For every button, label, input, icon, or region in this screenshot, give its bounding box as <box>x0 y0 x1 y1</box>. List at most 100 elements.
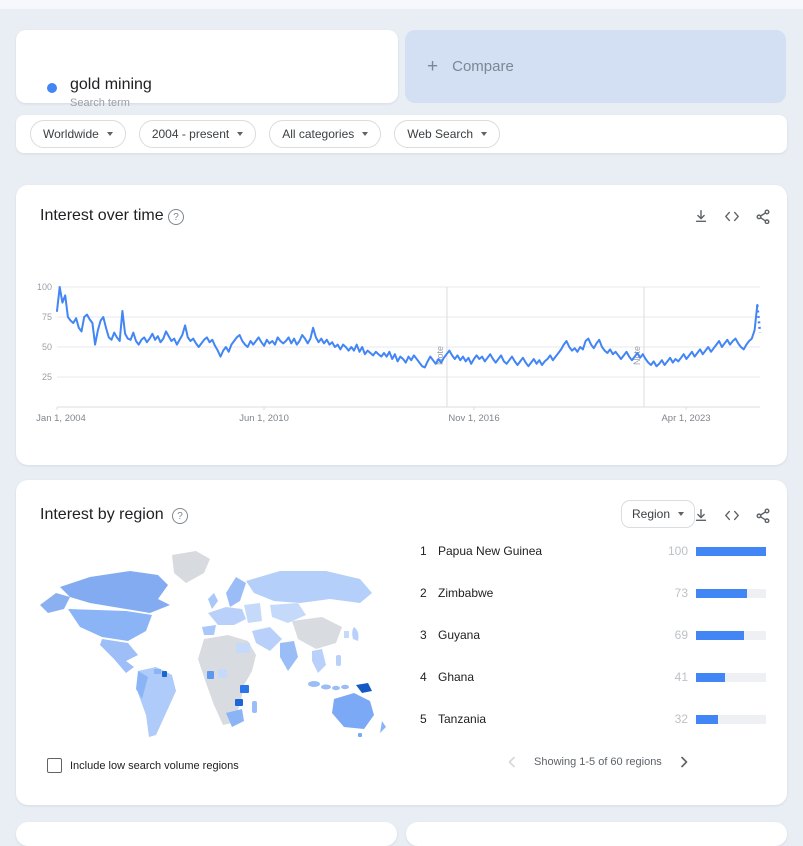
embed-icon[interactable] <box>723 506 741 524</box>
map-region-middle-east[interactable] <box>252 627 282 651</box>
map-region-central-asia[interactable] <box>270 603 306 623</box>
region-value: 41 <box>674 670 688 684</box>
interest-by-region-title: Interest by region <box>40 506 164 523</box>
filter-chip-all-categories[interactable]: All categories <box>269 120 382 148</box>
region-bar-fill <box>696 715 719 724</box>
map-region-madagascar[interactable] <box>252 701 257 713</box>
download-icon[interactable] <box>692 207 710 225</box>
region-level-label: Region <box>632 507 671 521</box>
y-axis-tick-label: 50 <box>42 342 52 352</box>
low-volume-checkbox-label: Include low search volume regions <box>70 760 239 772</box>
map-region-mexico[interactable] <box>100 639 138 673</box>
share-icon[interactable] <box>754 506 772 524</box>
map-region-guyana[interactable] <box>162 671 167 677</box>
search-term-label: gold mining <box>70 76 152 93</box>
map-region-papua-new-guinea[interactable] <box>356 683 372 693</box>
map-region-venezuela[interactable] <box>154 669 161 674</box>
x-axis-tick-label: Nov 1, 2016 <box>448 413 499 424</box>
note-marker-label[interactable]: Note <box>632 346 642 365</box>
y-axis-tick-label: 25 <box>42 372 52 382</box>
embed-icon[interactable] <box>723 207 741 225</box>
plus-icon: + <box>427 55 439 77</box>
map-region-south-africa[interactable] <box>226 709 244 727</box>
bottom-card-left <box>16 822 397 846</box>
filter-chip-worldwide[interactable]: Worldwide <box>30 120 126 148</box>
map-region-united-kingdom[interactable] <box>208 593 218 609</box>
region-bar-track <box>696 547 766 556</box>
map-region-tasmania[interactable] <box>358 733 362 737</box>
region-row[interactable]: 2 Zimbabwe 73 <box>420 582 772 606</box>
download-icon[interactable] <box>692 506 710 524</box>
map-region-japan[interactable] <box>352 627 359 641</box>
chevron-left-icon[interactable] <box>504 754 520 770</box>
map-region-india[interactable] <box>280 641 298 671</box>
region-rank: 2 <box>420 586 427 600</box>
map-region-europe[interactable] <box>208 607 246 625</box>
map-region-tanzania[interactable] <box>240 685 249 693</box>
map-region-ghana[interactable] <box>207 671 214 679</box>
map-region-indonesia[interactable] <box>308 681 320 687</box>
note-marker-label[interactable]: Note <box>435 346 445 365</box>
map-region-new-zealand[interactable] <box>380 721 386 733</box>
help-icon[interactable]: ? <box>168 209 184 225</box>
share-icon[interactable] <box>754 207 772 225</box>
region-level-dropdown[interactable]: Region <box>621 500 696 528</box>
map-region-russia[interactable] <box>246 571 372 603</box>
region-name: Tanzania <box>438 712 487 726</box>
region-pagination: Showing 1-5 of 60 regions <box>504 754 692 770</box>
region-rank: 4 <box>420 670 427 684</box>
map-region-china <box>292 617 342 649</box>
x-axis-tick-label: Jan 1, 2004 <box>36 413 86 424</box>
map-region-indonesia[interactable] <box>341 684 349 690</box>
map-region-zimbabwe[interactable] <box>235 699 243 706</box>
world-map[interactable] <box>30 543 410 745</box>
region-row[interactable]: 1 Papua New Guinea 100 <box>420 540 772 564</box>
map-region-scandinavia[interactable] <box>226 577 246 607</box>
map-region-indonesia[interactable] <box>321 684 331 690</box>
region-rank: 5 <box>420 712 427 726</box>
help-icon[interactable]: ? <box>172 508 188 524</box>
region-row[interactable]: 4 Ghana 41 <box>420 666 772 690</box>
map-region-indonesia[interactable] <box>332 685 340 691</box>
region-bar-fill <box>696 589 748 598</box>
map-region-iberia[interactable] <box>202 625 216 635</box>
filter-chip-label: 2004 - present <box>151 127 230 141</box>
filter-chip-2004-present[interactable]: 2004 - present <box>138 120 257 148</box>
chevron-down-icon <box>106 132 113 136</box>
chevron-down-icon <box>481 132 488 136</box>
map-region-korea[interactable] <box>344 631 349 638</box>
region-bar-track <box>696 631 766 640</box>
region-rank: 1 <box>420 544 427 558</box>
chevron-right-icon[interactable] <box>676 754 692 770</box>
filter-chip-web-search[interactable]: Web Search <box>394 120 501 148</box>
compare-label: Compare <box>452 58 514 75</box>
filter-chip-label: Worldwide <box>43 127 99 141</box>
top-strip <box>0 0 803 9</box>
map-region-nigeria[interactable] <box>218 669 227 678</box>
chevron-down-icon <box>678 512 685 516</box>
map-region-egypt[interactable] <box>236 643 250 653</box>
search-term-type: Search term <box>70 97 130 109</box>
map-region-southeast-asia[interactable] <box>312 649 326 673</box>
map-region-greenland <box>172 551 210 583</box>
map-region-south-america[interactable] <box>138 667 176 737</box>
region-value: 100 <box>667 544 688 558</box>
chevron-down-icon <box>237 132 244 136</box>
low-volume-checkbox[interactable] <box>47 758 62 773</box>
map-region-eastern-europe[interactable] <box>244 603 262 623</box>
map-region-alaska[interactable] <box>40 593 70 613</box>
interest-over-time-chart[interactable]: 100 75 50 25 Jan 1, 2004 Jun 1, 2010 Nov 1, 20… <box>16 270 787 435</box>
region-bar-fill <box>696 547 766 556</box>
map-region-peru[interactable] <box>136 671 148 699</box>
search-term-card[interactable]: gold mining Search term <box>16 30 398 109</box>
region-name: Zimbabwe <box>438 586 494 600</box>
filter-chip-label: All categories <box>282 127 355 141</box>
map-region-australia[interactable] <box>332 693 374 729</box>
pagination-label: Showing 1-5 of 60 regions <box>534 756 662 768</box>
compare-button[interactable]: + Compare <box>405 30 786 103</box>
region-row[interactable]: 5 Tanzania 32 <box>420 708 772 732</box>
map-region-philippines[interactable] <box>336 655 341 666</box>
map-region-canada[interactable] <box>60 571 170 613</box>
region-row[interactable]: 3 Guyana 69 <box>420 624 772 648</box>
map-region-united-states[interactable] <box>68 609 152 641</box>
